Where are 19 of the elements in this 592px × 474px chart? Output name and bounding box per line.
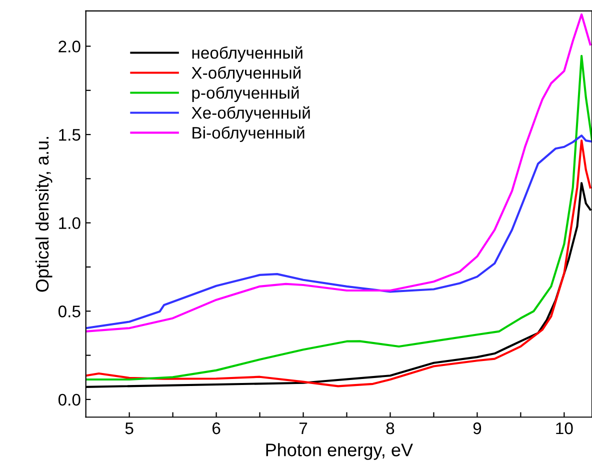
y-axis-title: Optical density, a.u. <box>35 137 52 292</box>
y-tick-label: 1.5 <box>59 129 80 141</box>
x-tick-label: 7 <box>299 422 308 434</box>
x-axis-title: Photon energy, eV <box>266 443 413 460</box>
line-series <box>86 13 592 333</box>
x-tick-label: 5 <box>125 422 134 434</box>
y-tick-label: 1.0 <box>59 217 80 230</box>
legend-label: Bi-облученный <box>192 126 304 142</box>
legend-label: X-облученный <box>192 66 300 82</box>
legend-label: p-облученный <box>192 86 299 102</box>
y-tick-label: 0.5 <box>58 306 80 318</box>
y-tick-label: 0.0 <box>58 394 80 406</box>
y-tick-label: 2.0 <box>58 40 80 52</box>
x-tick-label: 6 <box>212 422 220 434</box>
x-tick-label: 8 <box>386 422 394 434</box>
legend-label: Xe-облученный <box>192 106 310 122</box>
x-tick-label: 9 <box>473 422 482 434</box>
x-tick-label: 10 <box>556 422 573 434</box>
legend-label: необлученный <box>192 46 302 62</box>
